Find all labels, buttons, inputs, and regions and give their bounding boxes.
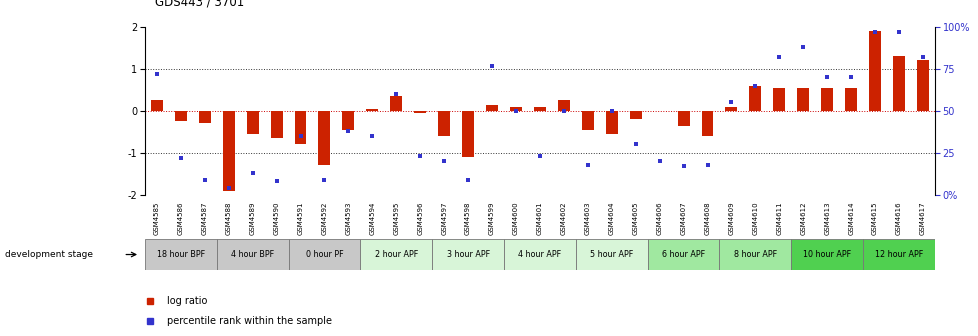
Bar [701, 111, 713, 136]
Text: 10 hour APF: 10 hour APF [802, 250, 851, 259]
Bar [289, 239, 360, 270]
Bar [390, 96, 402, 111]
Bar [510, 107, 521, 111]
Bar [216, 239, 289, 270]
Bar [438, 111, 450, 136]
Bar [145, 239, 216, 270]
Bar [647, 239, 719, 270]
Text: 0 hour PF: 0 hour PF [305, 250, 343, 259]
Bar [431, 239, 504, 270]
Bar [581, 111, 594, 130]
Bar [222, 111, 235, 191]
Bar [773, 88, 784, 111]
Bar [557, 100, 569, 111]
Text: development stage: development stage [5, 250, 93, 259]
Text: 6 hour APF: 6 hour APF [661, 250, 704, 259]
Bar [199, 111, 210, 124]
Bar [748, 86, 761, 111]
Bar [916, 60, 928, 111]
Bar [844, 88, 857, 111]
Bar [725, 107, 736, 111]
Bar [790, 239, 863, 270]
Text: 12 hour APF: 12 hour APF [874, 250, 922, 259]
Text: 18 hour BPF: 18 hour BPF [156, 250, 204, 259]
Bar [485, 104, 498, 111]
Bar [504, 239, 575, 270]
Text: 5 hour APF: 5 hour APF [590, 250, 633, 259]
Bar [868, 31, 880, 111]
Bar [629, 111, 641, 119]
Bar [318, 111, 331, 166]
Text: 4 hour BPF: 4 hour BPF [231, 250, 274, 259]
Text: 8 hour APF: 8 hour APF [734, 250, 777, 259]
Bar [246, 111, 258, 134]
Bar [175, 111, 187, 121]
Bar [677, 111, 689, 126]
Text: percentile rank within the sample: percentile rank within the sample [167, 316, 333, 326]
Bar [863, 239, 934, 270]
Text: GDS443 / 3701: GDS443 / 3701 [155, 0, 244, 8]
Text: 2 hour APF: 2 hour APF [375, 250, 418, 259]
Bar [342, 111, 354, 130]
Bar [821, 88, 832, 111]
Bar [294, 111, 306, 144]
Bar [719, 239, 790, 270]
Bar [151, 100, 162, 111]
Bar [796, 88, 809, 111]
Bar [366, 109, 378, 111]
Bar [270, 111, 283, 138]
Bar [892, 56, 904, 111]
Text: 4 hour APF: 4 hour APF [517, 250, 561, 259]
Bar [462, 111, 473, 157]
Bar [414, 111, 425, 113]
Bar [360, 239, 431, 270]
Text: log ratio: log ratio [167, 296, 207, 306]
Bar [575, 239, 647, 270]
Bar [533, 107, 546, 111]
Bar [605, 111, 617, 134]
Text: 3 hour APF: 3 hour APF [446, 250, 489, 259]
